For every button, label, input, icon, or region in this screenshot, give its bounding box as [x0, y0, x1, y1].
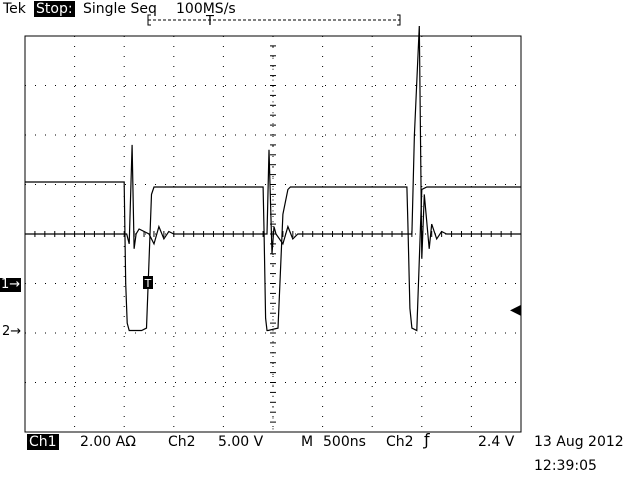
- trace-ch2: [25, 181, 521, 332]
- trigger-position-bracket: TT: [143, 14, 401, 290]
- timebase-scale: 500ns: [323, 434, 366, 450]
- timebase-label: M: [301, 434, 314, 450]
- trigger-point-marker: [143, 276, 153, 289]
- trace-ch1: [25, 25, 521, 259]
- trigger-point-label: T: [144, 277, 152, 290]
- graticule-grid: [24, 35, 522, 433]
- acquisition-state: Stop:: [34, 1, 75, 17]
- brand-label: Tek: [3, 1, 26, 17]
- ch2-label: Ch2: [168, 434, 196, 450]
- trigger-level: 2.4 V: [478, 434, 515, 450]
- ch1-scale: 2.00 AΩ: [80, 434, 136, 450]
- capture-time: 12:39:05: [534, 458, 597, 474]
- trigger-level-marker: ◀: [510, 302, 521, 318]
- sample-rate: 100MS/s: [176, 1, 236, 17]
- rising-edge-icon: ƒ: [424, 430, 430, 449]
- waveform-traces: [25, 25, 521, 332]
- ch2-scale: 5.00 V: [218, 434, 264, 450]
- record-bracket-right: [397, 14, 401, 26]
- ch1-label: Ch1: [27, 434, 59, 450]
- ch2-ground-marker: 2→: [2, 324, 22, 339]
- trigger-source: Ch2: [386, 434, 414, 450]
- capture-date: 13 Aug 2012: [534, 434, 624, 450]
- ch1-ground-marker: 1→: [0, 277, 22, 292]
- record-bracket-left: [147, 14, 151, 26]
- trigger-position-label: T: [205, 14, 214, 29]
- acquisition-mode: Single Seq: [83, 1, 157, 17]
